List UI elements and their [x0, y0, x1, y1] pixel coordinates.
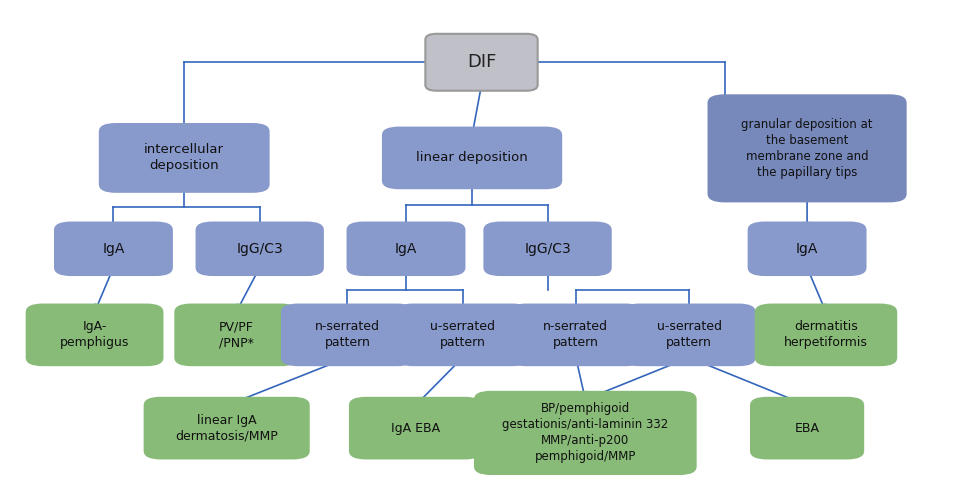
Text: linear IgA
dermatosis/MMP: linear IgA dermatosis/MMP — [175, 414, 278, 443]
FancyBboxPatch shape — [474, 391, 696, 475]
FancyBboxPatch shape — [349, 397, 482, 459]
FancyBboxPatch shape — [195, 222, 324, 276]
FancyBboxPatch shape — [396, 304, 529, 366]
Text: PV/PF
/PNP*: PV/PF /PNP* — [219, 320, 253, 349]
FancyBboxPatch shape — [623, 304, 756, 366]
Text: EBA: EBA — [794, 422, 820, 435]
Text: linear deposition: linear deposition — [416, 151, 528, 164]
Text: dermatitis
herpetiformis: dermatitis herpetiformis — [784, 320, 868, 349]
FancyBboxPatch shape — [747, 222, 867, 276]
Text: IgG/C3: IgG/C3 — [524, 242, 571, 256]
Text: DIF: DIF — [467, 53, 496, 71]
FancyBboxPatch shape — [347, 222, 465, 276]
FancyBboxPatch shape — [281, 304, 414, 366]
Text: intercellular
deposition: intercellular deposition — [144, 143, 224, 172]
FancyBboxPatch shape — [99, 123, 270, 193]
FancyBboxPatch shape — [483, 222, 612, 276]
Text: n-serrated
pattern: n-serrated pattern — [315, 320, 380, 349]
Text: u-serrated
pattern: u-serrated pattern — [657, 320, 721, 349]
FancyBboxPatch shape — [382, 126, 562, 189]
Text: n-serrated
pattern: n-serrated pattern — [543, 320, 609, 349]
FancyBboxPatch shape — [174, 304, 298, 366]
Text: u-serrated
pattern: u-serrated pattern — [430, 320, 495, 349]
FancyBboxPatch shape — [143, 397, 310, 459]
FancyBboxPatch shape — [750, 397, 864, 459]
FancyBboxPatch shape — [755, 304, 898, 366]
FancyBboxPatch shape — [708, 94, 906, 203]
Text: IgA: IgA — [102, 242, 124, 256]
Text: granular deposition at
the basement
membrane zone and
the papillary tips: granular deposition at the basement memb… — [742, 118, 872, 179]
Text: IgA EBA: IgA EBA — [391, 422, 440, 435]
FancyBboxPatch shape — [54, 222, 173, 276]
FancyBboxPatch shape — [26, 304, 164, 366]
FancyBboxPatch shape — [509, 304, 642, 366]
Text: IgA: IgA — [795, 242, 819, 256]
Text: IgG/C3: IgG/C3 — [236, 242, 283, 256]
FancyBboxPatch shape — [426, 34, 537, 91]
Text: BP/pemphigoid
gestationis/anti-laminin 332
MMP/anti-p200
pemphigoid/MMP: BP/pemphigoid gestationis/anti-laminin 3… — [502, 403, 668, 464]
Text: IgA: IgA — [395, 242, 417, 256]
Text: IgA-
pemphigus: IgA- pemphigus — [60, 320, 129, 349]
